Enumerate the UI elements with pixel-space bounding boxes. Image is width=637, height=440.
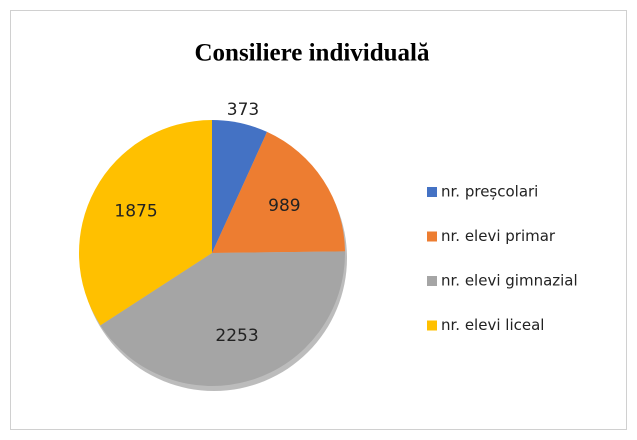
legend-label: nr. elevi liceal [441, 316, 544, 334]
pie-slice [212, 120, 268, 253]
pie-slice [79, 120, 212, 326]
data-label: 2253 [215, 326, 258, 346]
legend-swatch [427, 276, 437, 286]
legend-swatch [427, 320, 437, 331]
legend-swatch [427, 187, 437, 197]
legend-swatch [427, 231, 437, 242]
legend-label: nr. elevi gimnazial [441, 272, 578, 290]
pie-slice [100, 251, 345, 386]
data-label: 989 [268, 196, 300, 216]
pie-slice [212, 131, 345, 253]
legend-label: nr. preșcolari [441, 183, 538, 201]
data-label: 1875 [114, 202, 157, 222]
data-label: 373 [227, 100, 259, 120]
legend-label: nr. elevi primar [441, 227, 556, 245]
chart-title: Consiliere individuală [194, 40, 430, 67]
